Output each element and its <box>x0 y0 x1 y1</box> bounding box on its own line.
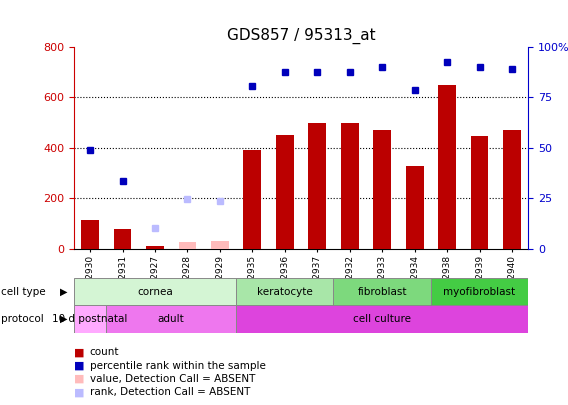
Text: value, Detection Call = ABSENT: value, Detection Call = ABSENT <box>90 374 255 384</box>
Bar <box>276 135 294 249</box>
Text: adult: adult <box>158 314 185 324</box>
Bar <box>503 130 521 249</box>
Bar <box>308 122 326 249</box>
Text: ▶: ▶ <box>60 314 67 324</box>
Bar <box>74 278 236 306</box>
Bar <box>211 241 229 249</box>
Text: ■: ■ <box>74 347 84 357</box>
Text: ▶: ▶ <box>60 287 67 297</box>
Bar <box>74 305 106 333</box>
Bar <box>373 130 391 249</box>
Text: cell type: cell type <box>1 287 46 297</box>
Text: fibroblast: fibroblast <box>357 287 407 297</box>
Text: count: count <box>90 347 119 357</box>
Text: 10 d postnatal: 10 d postnatal <box>52 314 128 324</box>
Bar <box>236 278 333 306</box>
Bar <box>341 122 358 249</box>
Text: ■: ■ <box>74 374 84 384</box>
Bar <box>114 229 131 249</box>
Text: rank, Detection Call = ABSENT: rank, Detection Call = ABSENT <box>90 388 250 397</box>
Title: GDS857 / 95313_at: GDS857 / 95313_at <box>227 28 375 44</box>
Bar <box>333 278 431 306</box>
Text: ■: ■ <box>74 388 84 397</box>
Bar <box>431 278 528 306</box>
Bar <box>471 136 488 249</box>
Text: ■: ■ <box>74 361 84 371</box>
Text: cell culture: cell culture <box>353 314 411 324</box>
Bar <box>406 166 424 249</box>
Text: myofibroblast: myofibroblast <box>444 287 516 297</box>
Bar <box>146 246 164 249</box>
Text: protocol: protocol <box>1 314 44 324</box>
Bar <box>438 85 456 249</box>
Bar <box>81 220 99 249</box>
Text: cornea: cornea <box>137 287 173 297</box>
Text: percentile rank within the sample: percentile rank within the sample <box>90 361 266 371</box>
Bar <box>244 150 261 249</box>
Bar <box>236 305 528 333</box>
Text: keratocyte: keratocyte <box>257 287 313 297</box>
Bar <box>178 242 197 249</box>
Bar <box>106 305 236 333</box>
